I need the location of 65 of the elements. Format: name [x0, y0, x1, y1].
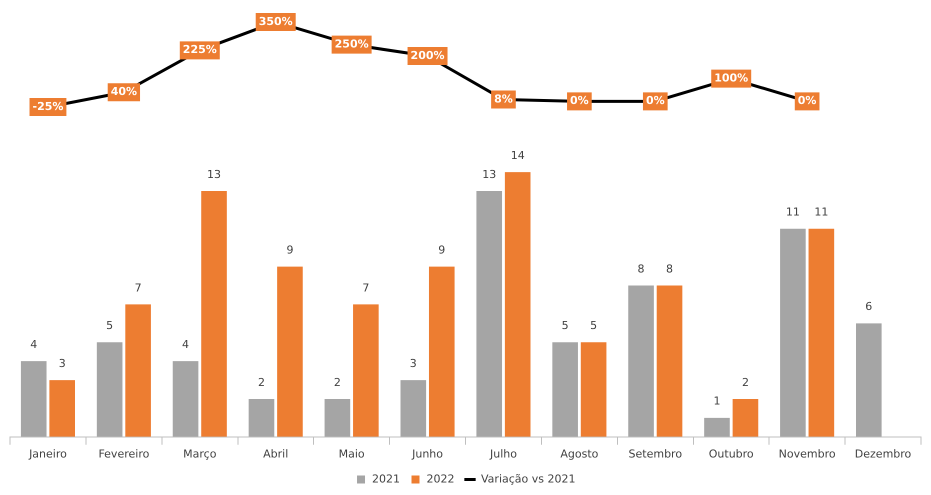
bar: [476, 190, 502, 437]
data-label: 6: [865, 300, 872, 314]
data-label: 5: [590, 319, 598, 332]
data-label: 0%: [646, 94, 665, 108]
bar: [96, 342, 122, 437]
bar: [248, 398, 274, 437]
x-tick-label: Maio: [338, 447, 365, 460]
x-tick-label: Setembro: [628, 447, 682, 460]
x-tick-label: Dezembro: [854, 447, 912, 460]
bar: [856, 323, 882, 437]
bar: [277, 266, 303, 437]
x-tick-label: Março: [183, 447, 217, 460]
bar: [780, 228, 806, 437]
data-label: 5: [562, 319, 569, 332]
data-label: 13: [482, 168, 496, 181]
bar: [172, 361, 198, 437]
legend-label: 2021: [372, 472, 400, 486]
data-label: 14: [510, 148, 525, 162]
data-label: 7: [362, 281, 370, 294]
data-label: 5: [106, 319, 114, 332]
bar: [428, 266, 455, 437]
x-tick-label: Junho: [411, 447, 444, 460]
bar: [324, 398, 350, 437]
bar: [125, 304, 151, 437]
x-tick-label: Julho: [488, 447, 518, 460]
data-label: 11: [786, 206, 800, 219]
bar: [808, 228, 834, 437]
data-label: 4: [30, 338, 38, 352]
data-label: 8%: [494, 92, 513, 106]
data-label: 2: [258, 376, 265, 389]
bar: [704, 418, 730, 437]
bar: [552, 342, 578, 437]
x-tick-label: Abril: [263, 447, 288, 460]
bar: [201, 190, 227, 437]
bar: [628, 286, 654, 437]
bar: [656, 286, 682, 437]
data-label: 3: [58, 356, 66, 370]
bar: [580, 342, 606, 437]
data-label: 0%: [798, 94, 816, 108]
data-label: 2: [742, 376, 749, 389]
x-tick-label: Novembro: [778, 447, 836, 460]
data-label: 2: [334, 376, 341, 389]
bar: [49, 380, 76, 437]
text: Variação vs 2021: [481, 472, 576, 486]
bar: [400, 380, 426, 437]
bar: [732, 398, 758, 437]
data-label: 8: [666, 262, 674, 276]
data-label: 7: [134, 281, 142, 294]
x-tick-label: Agosto: [560, 447, 599, 460]
bar: [20, 361, 47, 437]
x-tick-label: Janeiro: [28, 447, 68, 460]
data-label: 9: [438, 243, 446, 256]
data-label: 13: [207, 168, 222, 181]
x-tick-label: Outubro: [708, 447, 754, 460]
bar: [353, 304, 379, 437]
data-label: 4: [182, 338, 190, 352]
data-label: 3: [410, 356, 417, 370]
x-tick-label: Fevereiro: [98, 447, 150, 460]
data-label: 9: [286, 243, 294, 256]
data-label: 11: [814, 206, 828, 219]
data-label: 8: [638, 262, 645, 276]
data-label: 1: [713, 394, 720, 408]
data-label: 0%: [570, 94, 589, 108]
bar: [504, 172, 531, 437]
legend-label: 2022: [426, 472, 455, 486]
